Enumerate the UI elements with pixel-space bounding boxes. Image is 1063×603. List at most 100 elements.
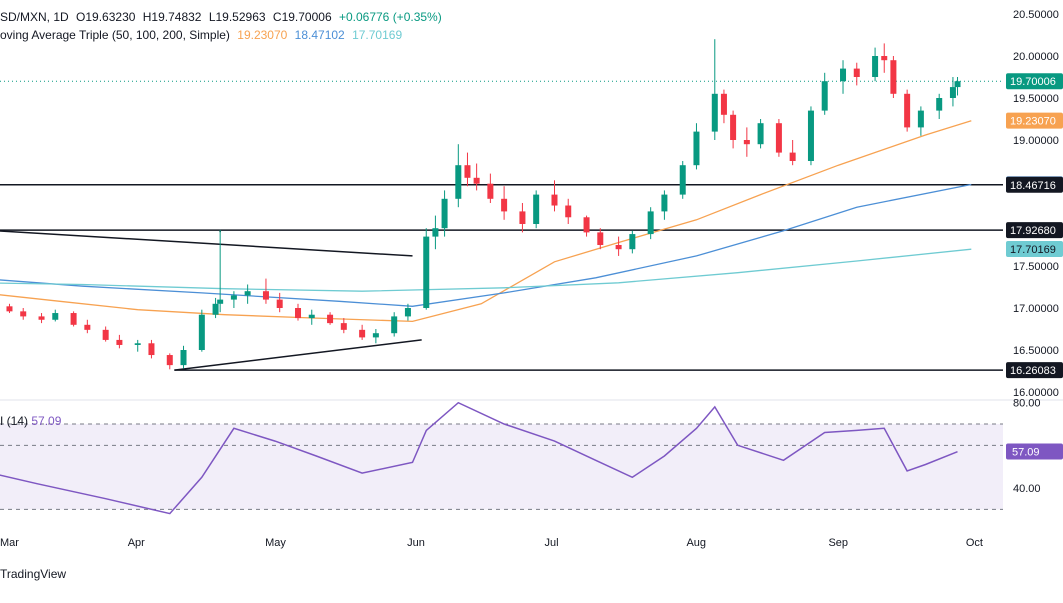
candle-body-43 xyxy=(615,245,622,250)
price-tag-6: 16.26083 xyxy=(1006,362,1063,379)
price-tag-5: 17.70169 xyxy=(1006,241,1063,258)
candle-body-16 xyxy=(217,299,224,304)
candle-body-39 xyxy=(551,194,558,206)
candle-body-26 xyxy=(372,333,379,338)
ma100-value: 18.47102 xyxy=(294,28,345,42)
candle-body-37 xyxy=(519,211,526,224)
candle-body-51 xyxy=(730,114,737,140)
price-tag-label-5: 17.70169 xyxy=(1010,244,1056,256)
ma-line-200 xyxy=(0,248,972,292)
candle-body-34 xyxy=(473,177,480,184)
candle-body-53 xyxy=(757,123,764,145)
trendline-1 xyxy=(174,339,422,371)
x-tick-label-5: Aug xyxy=(686,537,706,549)
rsi-value-tag-label: 57.09 xyxy=(1012,447,1040,459)
axes: 20.50000 20.00000 19.50000 19.00000 17.50000… xyxy=(0,9,1059,549)
candle-body-52 xyxy=(743,140,750,145)
y-tick-label-6: 16.50000 xyxy=(1013,345,1059,357)
candle-body-24 xyxy=(340,323,347,330)
candle-body-25 xyxy=(359,329,366,338)
close-value: C19.70006 xyxy=(272,10,332,24)
candle-body-29 xyxy=(423,236,430,308)
rsi-label: I (14) xyxy=(0,414,29,428)
price-tag-box-3 xyxy=(1006,176,1063,193)
candle-body-42 xyxy=(597,232,604,245)
candle-body-5 xyxy=(52,313,59,320)
price-tag-box-0 xyxy=(1006,73,1063,90)
candle-body-57 xyxy=(821,81,828,111)
candle-body-49 xyxy=(711,93,718,132)
price-tag-box-6 xyxy=(1006,362,1063,379)
rsi-band xyxy=(0,424,1003,510)
moving-averages xyxy=(0,120,972,323)
price-tag-4: 17.92680 xyxy=(1006,222,1063,239)
candle-body-66 xyxy=(949,87,956,98)
candle-body-21 xyxy=(295,308,302,319)
candle-body-60 xyxy=(872,56,879,77)
price-tag-label-3: 18.46716 xyxy=(1010,180,1056,192)
candle-body-58 xyxy=(840,68,847,82)
candle-body-12 xyxy=(166,355,173,366)
ma50-value: 19.23070 xyxy=(237,28,288,42)
candle-body-62 xyxy=(890,60,897,94)
candle-body-14 xyxy=(198,314,205,350)
rsi-value: 57.09 xyxy=(31,414,62,428)
open-value: O19.63230 xyxy=(76,10,136,24)
candle-body-8 xyxy=(102,329,109,340)
y-tick-label-7: 16.00000 xyxy=(1013,387,1059,399)
candle-body-45 xyxy=(647,211,654,235)
price-tag-box-4 xyxy=(1006,222,1063,239)
candle-body-19 xyxy=(262,291,269,300)
rsi-y-tick-label-1: 40.00 xyxy=(1013,483,1041,495)
candle-body-59 xyxy=(853,68,860,77)
candle-body-56 xyxy=(807,110,814,161)
y-tick-label-5: 17.00000 xyxy=(1013,303,1059,315)
candle-body-46 xyxy=(661,194,668,212)
trendline-0 xyxy=(0,230,413,257)
price-tag-0: 19.70006 xyxy=(1006,73,1063,90)
candle-body-22 xyxy=(308,314,315,319)
footer: TradingView xyxy=(0,567,66,581)
candle-body-48 xyxy=(693,131,700,166)
price-tag-box-5 xyxy=(1006,241,1063,258)
candle-body-7 xyxy=(84,324,91,330)
rsi-pane xyxy=(0,401,1003,515)
ma-header: oving Average Triple (50, 100, 200, Simp… xyxy=(0,28,406,42)
candle-body-35 xyxy=(487,183,494,199)
candle-body-61 xyxy=(881,56,888,61)
ma-line-50 xyxy=(0,120,972,323)
low-value: L19.52963 xyxy=(208,10,266,24)
candle-body-47 xyxy=(679,165,686,195)
change-value: +0.06776 (+0.35%) xyxy=(338,10,442,24)
ohlc-header: SD/MXN, 1D O19.63230 H19.74832 L19.52963… xyxy=(0,10,446,24)
candle-body-6 xyxy=(70,313,77,325)
candle-body-18 xyxy=(244,291,251,296)
x-tick-label-7: Oct xyxy=(966,537,983,549)
rsi-line xyxy=(0,401,958,515)
candle-body-65 xyxy=(936,98,943,111)
x-tick-label-4: Jul xyxy=(544,537,558,549)
trendlines xyxy=(0,230,422,371)
y-tick-label-2: 19.50000 xyxy=(1013,93,1059,105)
candle-body-10 xyxy=(134,343,141,345)
high-value: H19.74832 xyxy=(142,10,202,24)
candle-body-4 xyxy=(38,316,45,320)
tradingview-brand: TradingView xyxy=(0,567,67,581)
y-tick-label-1: 20.00000 xyxy=(1013,51,1059,63)
ma-line-100 xyxy=(0,183,972,307)
candle-body-11 xyxy=(148,343,155,356)
rsi-y-tick-label-0: 80.00 xyxy=(1013,398,1041,410)
candle-body-44 xyxy=(629,234,636,250)
x-tick-label-1: Apr xyxy=(128,537,145,549)
rsi-header: I (14) 57.09 xyxy=(0,414,61,428)
symbol-label: SD/MXN, 1D xyxy=(0,10,69,24)
price-tag-3: 18.46716 xyxy=(1006,176,1063,193)
candle-body-50 xyxy=(720,93,727,115)
candles xyxy=(6,39,961,370)
price-tag-label-6: 16.26083 xyxy=(1010,365,1056,377)
x-tick-label-3: Jun xyxy=(407,537,425,549)
candle-body-9 xyxy=(116,339,123,345)
candle-body-36 xyxy=(501,198,508,212)
rsi-value-tag: 57.09 xyxy=(1006,443,1063,460)
